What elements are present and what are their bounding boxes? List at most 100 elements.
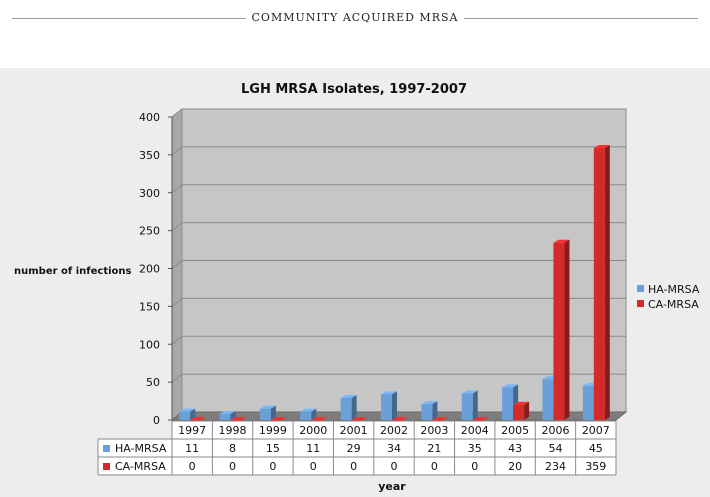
y-tick-label: 250 xyxy=(139,225,160,238)
x-tick-label: 2006 xyxy=(541,424,569,437)
bar-ha-mrsa xyxy=(219,413,231,420)
bar-top-ca-mrsa xyxy=(270,417,287,420)
gridline xyxy=(171,373,626,383)
data-label-ca-mrsa: 0 xyxy=(269,460,276,473)
bar-ha-mrsa xyxy=(340,398,352,420)
y-axis-label: number of infections xyxy=(14,266,132,277)
x-tick-label: 2003 xyxy=(420,424,448,437)
chart-title: LGH MRSA Isolates, 1997-2007 xyxy=(241,82,467,97)
bar-top-ca-mrsa xyxy=(190,417,207,420)
bar-top-ha-mrsa xyxy=(219,410,236,414)
y-tick-label: 350 xyxy=(139,149,160,162)
bar-ca-mrsa xyxy=(311,420,323,421)
data-label-ca-mrsa: 0 xyxy=(310,460,317,473)
data-label-ca-mrsa: 234 xyxy=(545,460,566,473)
bar-side-ha-mrsa xyxy=(432,401,438,420)
data-label-ha-mrsa: 15 xyxy=(266,442,280,455)
data-label-ha-mrsa: 11 xyxy=(185,442,199,455)
bar-top-ha-mrsa xyxy=(340,395,357,399)
data-label-ca-mrsa: 0 xyxy=(431,460,438,473)
header-rule-left xyxy=(12,18,246,19)
data-label-ha-mrsa: 35 xyxy=(468,442,482,455)
bar-side-ha-mrsa xyxy=(311,408,317,420)
x-tick-label: 1997 xyxy=(178,424,206,437)
bar-ha-mrsa xyxy=(300,411,312,420)
x-tick-label: 2000 xyxy=(299,424,327,437)
x-tick-label: 2007 xyxy=(582,424,610,437)
y-tick-label: 150 xyxy=(139,300,160,313)
legend-label-ca-mrsa: CA-MRSA xyxy=(648,298,699,311)
table-series-label: HA-MRSA xyxy=(115,442,167,455)
data-label-ha-mrsa: 11 xyxy=(306,442,320,455)
bar-ca-mrsa xyxy=(432,420,444,421)
data-label-ca-mrsa: 20 xyxy=(508,460,522,473)
gridline xyxy=(171,222,626,232)
bar-top-ha-mrsa xyxy=(502,384,519,388)
page-header-title: COMMUNITY ACQUIRED MRSA xyxy=(251,11,459,24)
bar-ca-mrsa xyxy=(230,420,242,421)
table-legend-key-ha-mrsa xyxy=(103,445,110,452)
bar-ha-mrsa xyxy=(259,408,271,420)
y-tick-label: 300 xyxy=(139,187,160,200)
bar-top-ha-mrsa xyxy=(381,391,397,395)
bar-side-ca-mrsa xyxy=(524,401,530,420)
bar-ha-mrsa xyxy=(179,411,191,420)
bar-top-ha-mrsa xyxy=(461,390,478,394)
legend-label-ha-mrsa: HA-MRSA xyxy=(648,283,700,296)
x-tick-label: 2005 xyxy=(501,424,529,437)
data-label-ca-mrsa: 359 xyxy=(585,460,606,473)
bar-side-ha-mrsa xyxy=(392,391,397,420)
data-label-ha-mrsa: 54 xyxy=(548,442,562,455)
bar-top-ca-mrsa xyxy=(392,417,408,420)
data-label-ha-mrsa: 8 xyxy=(229,442,236,455)
y-tick-label: 100 xyxy=(139,338,160,351)
gridline xyxy=(171,184,626,194)
bar-ca-mrsa xyxy=(553,242,565,420)
bar-side-ca-mrsa xyxy=(604,145,610,420)
bar-top-ca-mrsa xyxy=(593,145,610,149)
bar-ca-mrsa xyxy=(392,420,403,421)
bar-top-ha-mrsa xyxy=(421,401,438,405)
bar-side-ha-mrsa xyxy=(230,410,236,420)
legend-swatch-ca-mrsa xyxy=(637,300,644,307)
y-tick-label: 0 xyxy=(153,414,160,427)
x-tick-label: 1999 xyxy=(259,424,287,437)
gridline xyxy=(171,260,626,269)
bar-ha-mrsa xyxy=(421,404,433,420)
bar-ca-mrsa xyxy=(593,148,605,420)
bar-top-ha-mrsa xyxy=(179,408,196,412)
bar-ca-mrsa xyxy=(513,404,525,420)
bar-top-ca-mrsa xyxy=(513,401,530,405)
bar-top-ca-mrsa xyxy=(351,417,368,420)
legend-swatch-ha-mrsa xyxy=(637,285,644,292)
data-label-ca-mrsa: 0 xyxy=(350,460,357,473)
table-series-label: CA-MRSA xyxy=(115,460,166,473)
bar-ca-mrsa xyxy=(472,420,484,421)
data-label-ha-mrsa: 45 xyxy=(589,442,603,455)
table-header-bg xyxy=(172,421,616,439)
y-tick-label: 50 xyxy=(146,376,160,389)
x-tick-label: 2001 xyxy=(340,424,368,437)
bar-ca-mrsa xyxy=(190,420,202,421)
bar-ha-mrsa xyxy=(461,393,473,420)
bar-top-ca-mrsa xyxy=(553,239,570,243)
bar-side-ha-mrsa xyxy=(190,408,196,420)
bar-ha-mrsa xyxy=(381,394,392,420)
gridline xyxy=(171,146,626,156)
bar-top-ca-mrsa xyxy=(311,417,328,420)
data-label-ca-mrsa: 0 xyxy=(229,460,236,473)
bar-ha-mrsa xyxy=(502,387,514,420)
x-tick-label: 2002 xyxy=(380,424,408,437)
y-tick-label: 200 xyxy=(139,263,160,276)
header-rule-right xyxy=(464,18,698,19)
y-tick-label: 400 xyxy=(139,111,160,124)
gridline xyxy=(171,297,626,307)
bar-side-ha-mrsa xyxy=(472,390,478,420)
bar-top-ca-mrsa xyxy=(432,417,449,420)
x-tick-label: 1998 xyxy=(219,424,247,437)
data-label-ca-mrsa: 0 xyxy=(391,460,398,473)
bar-side-ha-mrsa xyxy=(270,405,276,420)
bar-side-ha-mrsa xyxy=(351,395,357,420)
data-label-ha-mrsa: 43 xyxy=(508,442,522,455)
gridline xyxy=(171,335,626,345)
